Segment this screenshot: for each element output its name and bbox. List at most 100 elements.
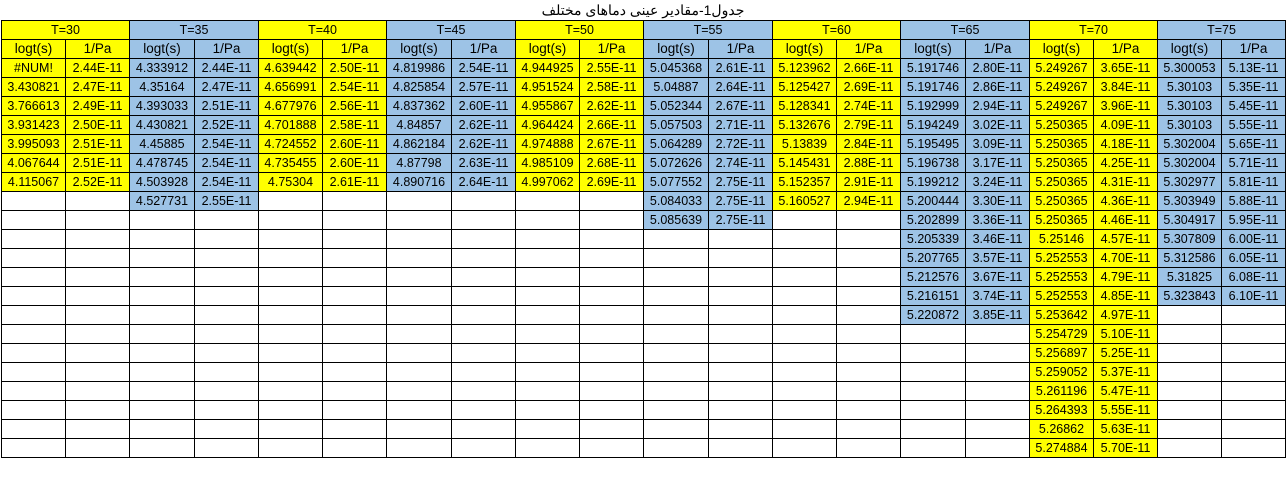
empty-cell[interactable]: [129, 248, 195, 268]
inverse-pa-cell[interactable]: 5.35E-11: [1221, 77, 1286, 97]
empty-cell[interactable]: [386, 343, 452, 363]
logt-cell[interactable]: 5.216151: [900, 286, 966, 306]
logt-cell[interactable]: 5.259052: [1029, 362, 1094, 382]
empty-cell[interactable]: [836, 248, 901, 268]
inverse-pa-cell[interactable]: 2.60E-11: [451, 96, 516, 116]
logt-cell[interactable]: 4.955867: [515, 96, 580, 116]
inverse-pa-cell[interactable]: 2.75E-11: [708, 172, 773, 192]
empty-cell[interactable]: [386, 191, 452, 211]
logt-cell[interactable]: 5.303949: [1157, 191, 1222, 211]
logt-cell[interactable]: 4.997062: [515, 172, 580, 192]
inverse-pa-cell[interactable]: 3.17E-11: [965, 153, 1030, 173]
inverse-pa-cell[interactable]: 4.97E-11: [1093, 305, 1158, 325]
inverse-pa-cell[interactable]: 2.58E-11: [579, 77, 644, 97]
inverse-pa-cell[interactable]: 6.10E-11: [1221, 286, 1286, 306]
empty-cell[interactable]: [643, 343, 709, 363]
inverse-pa-cell[interactable]: 2.67E-11: [579, 134, 644, 154]
group-header-cell[interactable]: T=45: [386, 20, 516, 40]
empty-cell[interactable]: [1221, 400, 1286, 420]
inverse-pa-cell[interactable]: 5.45E-11: [1221, 96, 1286, 116]
inverse-pa-cell[interactable]: 2.49E-11: [65, 96, 130, 116]
empty-cell[interactable]: [322, 324, 387, 344]
empty-cell[interactable]: [708, 419, 773, 439]
empty-cell[interactable]: [1, 229, 66, 249]
inverse-pa-header-cell[interactable]: 1/Pa: [322, 39, 387, 59]
logt-cell[interactable]: 5.302004: [1157, 153, 1222, 173]
logt-cell[interactable]: 4.35164: [129, 77, 195, 97]
logt-cell[interactable]: 5.191746: [900, 58, 966, 78]
empty-cell[interactable]: [322, 229, 387, 249]
empty-cell[interactable]: [322, 419, 387, 439]
empty-cell[interactable]: [129, 286, 195, 306]
logt-cell[interactable]: 5.264393: [1029, 400, 1094, 420]
inverse-pa-cell[interactable]: 6.00E-11: [1221, 229, 1286, 249]
inverse-pa-cell[interactable]: 2.54E-11: [194, 134, 259, 154]
empty-cell[interactable]: [451, 362, 516, 382]
empty-cell[interactable]: [322, 343, 387, 363]
logt-cell[interactable]: 5.250365: [1029, 210, 1094, 230]
inverse-pa-cell[interactable]: 2.61E-11: [322, 172, 387, 192]
empty-cell[interactable]: [451, 267, 516, 287]
logt-cell[interactable]: 5.30103: [1157, 77, 1222, 97]
logt-cell[interactable]: 4.837362: [386, 96, 452, 116]
empty-cell[interactable]: [322, 191, 387, 211]
empty-cell[interactable]: [772, 419, 837, 439]
logt-cell[interactable]: 4.478745: [129, 153, 195, 173]
empty-cell[interactable]: [386, 362, 452, 382]
logt-cell[interactable]: 5.084033: [643, 191, 709, 211]
empty-cell[interactable]: [643, 248, 709, 268]
inverse-pa-cell[interactable]: 2.50E-11: [65, 115, 130, 135]
empty-cell[interactable]: [579, 362, 644, 382]
logt-cell[interactable]: 4.430821: [129, 115, 195, 135]
empty-cell[interactable]: [515, 229, 580, 249]
logt-cell[interactable]: 5.199212: [900, 172, 966, 192]
empty-cell[interactable]: [772, 267, 837, 287]
logt-cell[interactable]: 5.220872: [900, 305, 966, 325]
inverse-pa-cell[interactable]: 2.54E-11: [322, 77, 387, 97]
logt-cell[interactable]: 5.202899: [900, 210, 966, 230]
empty-cell[interactable]: [1, 381, 66, 401]
empty-cell[interactable]: [65, 343, 130, 363]
empty-cell[interactable]: [1221, 324, 1286, 344]
empty-cell[interactable]: [1157, 400, 1222, 420]
inverse-pa-cell[interactable]: 2.60E-11: [322, 153, 387, 173]
empty-cell[interactable]: [65, 324, 130, 344]
empty-cell[interactable]: [258, 400, 323, 420]
logt-cell[interactable]: 4.656991: [258, 77, 323, 97]
empty-cell[interactable]: [451, 381, 516, 401]
inverse-pa-cell[interactable]: 2.75E-11: [708, 191, 773, 211]
logt-cell[interactable]: 5.195495: [900, 134, 966, 154]
inverse-pa-header-cell[interactable]: 1/Pa: [1221, 39, 1286, 59]
empty-cell[interactable]: [836, 324, 901, 344]
group-header-cell[interactable]: T=40: [258, 20, 387, 40]
empty-cell[interactable]: [515, 305, 580, 325]
group-header-cell[interactable]: T=55: [643, 20, 773, 40]
logt-cell[interactable]: 5.250365: [1029, 115, 1094, 135]
inverse-pa-cell[interactable]: 6.08E-11: [1221, 267, 1286, 287]
inverse-pa-cell[interactable]: 2.57E-11: [451, 77, 516, 97]
empty-cell[interactable]: [65, 248, 130, 268]
inverse-pa-cell[interactable]: 2.62E-11: [451, 115, 516, 135]
logt-cell[interactable]: 4.701888: [258, 115, 323, 135]
inverse-pa-cell[interactable]: 2.51E-11: [65, 134, 130, 154]
empty-cell[interactable]: [579, 229, 644, 249]
empty-cell[interactable]: [1221, 343, 1286, 363]
logt-cell[interactable]: 5.256897: [1029, 343, 1094, 363]
empty-cell[interactable]: [1, 324, 66, 344]
empty-cell[interactable]: [579, 267, 644, 287]
logt-cell[interactable]: 4.527731: [129, 191, 195, 211]
inverse-pa-cell[interactable]: 2.94E-11: [836, 191, 901, 211]
empty-cell[interactable]: [836, 210, 901, 230]
inverse-pa-cell[interactable]: 5.13E-11: [1221, 58, 1286, 78]
empty-cell[interactable]: [1221, 362, 1286, 382]
empty-cell[interactable]: [515, 191, 580, 211]
empty-cell[interactable]: [900, 324, 966, 344]
inverse-pa-cell[interactable]: 4.46E-11: [1093, 210, 1158, 230]
empty-cell[interactable]: [643, 324, 709, 344]
empty-cell[interactable]: [643, 305, 709, 325]
inverse-pa-cell[interactable]: 5.95E-11: [1221, 210, 1286, 230]
empty-cell[interactable]: [129, 362, 195, 382]
logt-cell[interactable]: 5.128341: [772, 96, 837, 116]
empty-cell[interactable]: [900, 419, 966, 439]
empty-cell[interactable]: [129, 324, 195, 344]
